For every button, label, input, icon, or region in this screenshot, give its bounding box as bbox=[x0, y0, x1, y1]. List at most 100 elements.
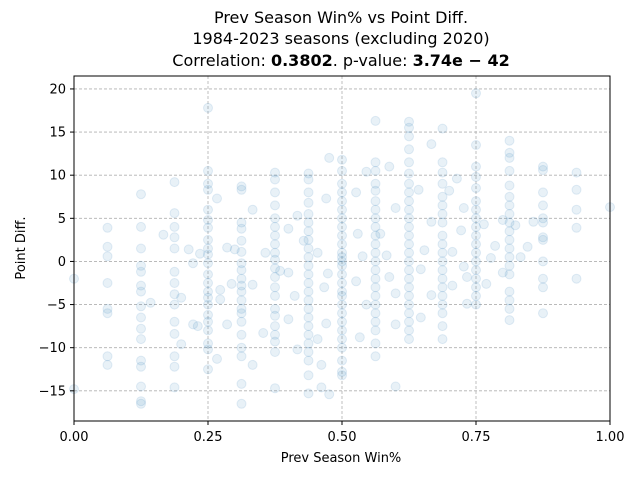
scatter-point bbox=[298, 235, 309, 246]
scatter-point bbox=[169, 208, 180, 219]
scatter-point bbox=[351, 187, 362, 198]
scatter-point bbox=[404, 325, 414, 336]
scatter-point bbox=[316, 359, 327, 370]
scatter-point bbox=[203, 309, 213, 320]
scatter-point bbox=[471, 239, 481, 250]
scatter-point bbox=[571, 273, 582, 284]
x-tick-label: 0.00 bbox=[60, 430, 89, 445]
scatter-point bbox=[270, 347, 280, 357]
scatter-point bbox=[337, 342, 347, 353]
scatter-point bbox=[370, 325, 381, 336]
scatter-point bbox=[247, 204, 258, 215]
scatter-point bbox=[292, 210, 303, 221]
scatter-point bbox=[437, 334, 448, 345]
scatter-point bbox=[203, 165, 213, 176]
scatter-point bbox=[471, 88, 481, 99]
scatter-point bbox=[169, 289, 180, 300]
scatter-point bbox=[337, 165, 347, 176]
scatter-point bbox=[319, 282, 330, 293]
x-tick-label: 0.25 bbox=[194, 430, 223, 445]
scatter-point bbox=[504, 152, 515, 163]
scatter-point bbox=[370, 204, 381, 215]
scatter-point bbox=[404, 131, 414, 142]
scatter-point bbox=[404, 122, 414, 133]
scatter-point bbox=[188, 258, 198, 269]
scatter-point bbox=[337, 299, 347, 310]
scatter-point bbox=[504, 147, 515, 158]
scatter-point bbox=[504, 269, 515, 280]
scatter-point bbox=[337, 252, 347, 263]
scatter-point bbox=[270, 213, 280, 224]
scatter-point bbox=[102, 303, 113, 314]
scatter-point bbox=[215, 284, 226, 295]
scatter-point bbox=[283, 314, 294, 325]
scatter-point bbox=[471, 265, 481, 276]
y-tick-label: 10 bbox=[49, 169, 66, 184]
scatter-point bbox=[437, 209, 448, 219]
scatter-point bbox=[437, 282, 448, 293]
scatter-point bbox=[538, 256, 548, 267]
scatter-point bbox=[183, 244, 194, 255]
scatter-point bbox=[471, 196, 481, 207]
scatter-point bbox=[437, 308, 448, 319]
chart-subtitle: 1984-2023 seasons (excluding 2020) bbox=[192, 29, 489, 48]
scatter-point bbox=[169, 177, 180, 188]
scatter-point bbox=[203, 184, 213, 195]
scatter-point bbox=[481, 278, 492, 289]
scatter-point bbox=[303, 269, 314, 280]
scatter-point bbox=[192, 321, 203, 332]
scatter-point bbox=[504, 209, 515, 219]
scatter-point bbox=[370, 282, 381, 293]
scatter-point bbox=[426, 139, 437, 150]
scatter-point bbox=[538, 234, 548, 245]
scatter-point bbox=[404, 204, 414, 215]
scatter-point bbox=[462, 298, 472, 309]
scatter-point bbox=[370, 256, 381, 267]
scatter-point bbox=[203, 278, 213, 288]
scatter-point bbox=[236, 273, 247, 284]
scatter-point bbox=[419, 245, 430, 256]
scatter-point bbox=[447, 280, 458, 291]
scatter-point bbox=[337, 230, 347, 241]
scatter-point bbox=[437, 299, 448, 310]
scatter-point bbox=[404, 239, 414, 250]
scatter-point bbox=[303, 303, 314, 314]
scatter-point bbox=[437, 200, 448, 211]
scatter-point bbox=[337, 334, 347, 345]
scatter-point bbox=[361, 299, 372, 310]
scatter-point bbox=[390, 203, 401, 213]
y-tick-label: 5 bbox=[58, 212, 66, 227]
scatter-point bbox=[404, 247, 414, 258]
scatter-point bbox=[270, 174, 280, 185]
scatter-point bbox=[437, 265, 448, 276]
scatter-point bbox=[337, 316, 347, 327]
scatter-point bbox=[136, 266, 146, 277]
scatter-point bbox=[404, 230, 414, 241]
scatter-point bbox=[370, 338, 381, 349]
scatter-point bbox=[504, 226, 515, 237]
scatter-point bbox=[203, 325, 213, 336]
scatter-point bbox=[437, 123, 448, 134]
scatter-point bbox=[538, 273, 548, 284]
scatter-point bbox=[102, 351, 113, 362]
scatter-point bbox=[316, 382, 327, 393]
scatter-point bbox=[538, 308, 548, 319]
scatter-point bbox=[236, 351, 247, 362]
scatter-point bbox=[283, 223, 294, 234]
scatter-point bbox=[456, 225, 467, 236]
scatter-point bbox=[370, 239, 381, 250]
scatter-point bbox=[370, 230, 381, 241]
scatter-point bbox=[236, 286, 247, 297]
scatter-point bbox=[275, 265, 286, 276]
scatter-point bbox=[270, 321, 280, 332]
scatter-point bbox=[136, 280, 146, 291]
scatter-point bbox=[136, 286, 146, 297]
scatter-point bbox=[303, 260, 314, 271]
scatter-point bbox=[471, 247, 481, 258]
scatter-point bbox=[337, 260, 347, 271]
scatter-point bbox=[303, 174, 314, 185]
scatter-point bbox=[390, 319, 401, 330]
scatter-point bbox=[351, 276, 362, 287]
scatter-point bbox=[471, 204, 481, 215]
